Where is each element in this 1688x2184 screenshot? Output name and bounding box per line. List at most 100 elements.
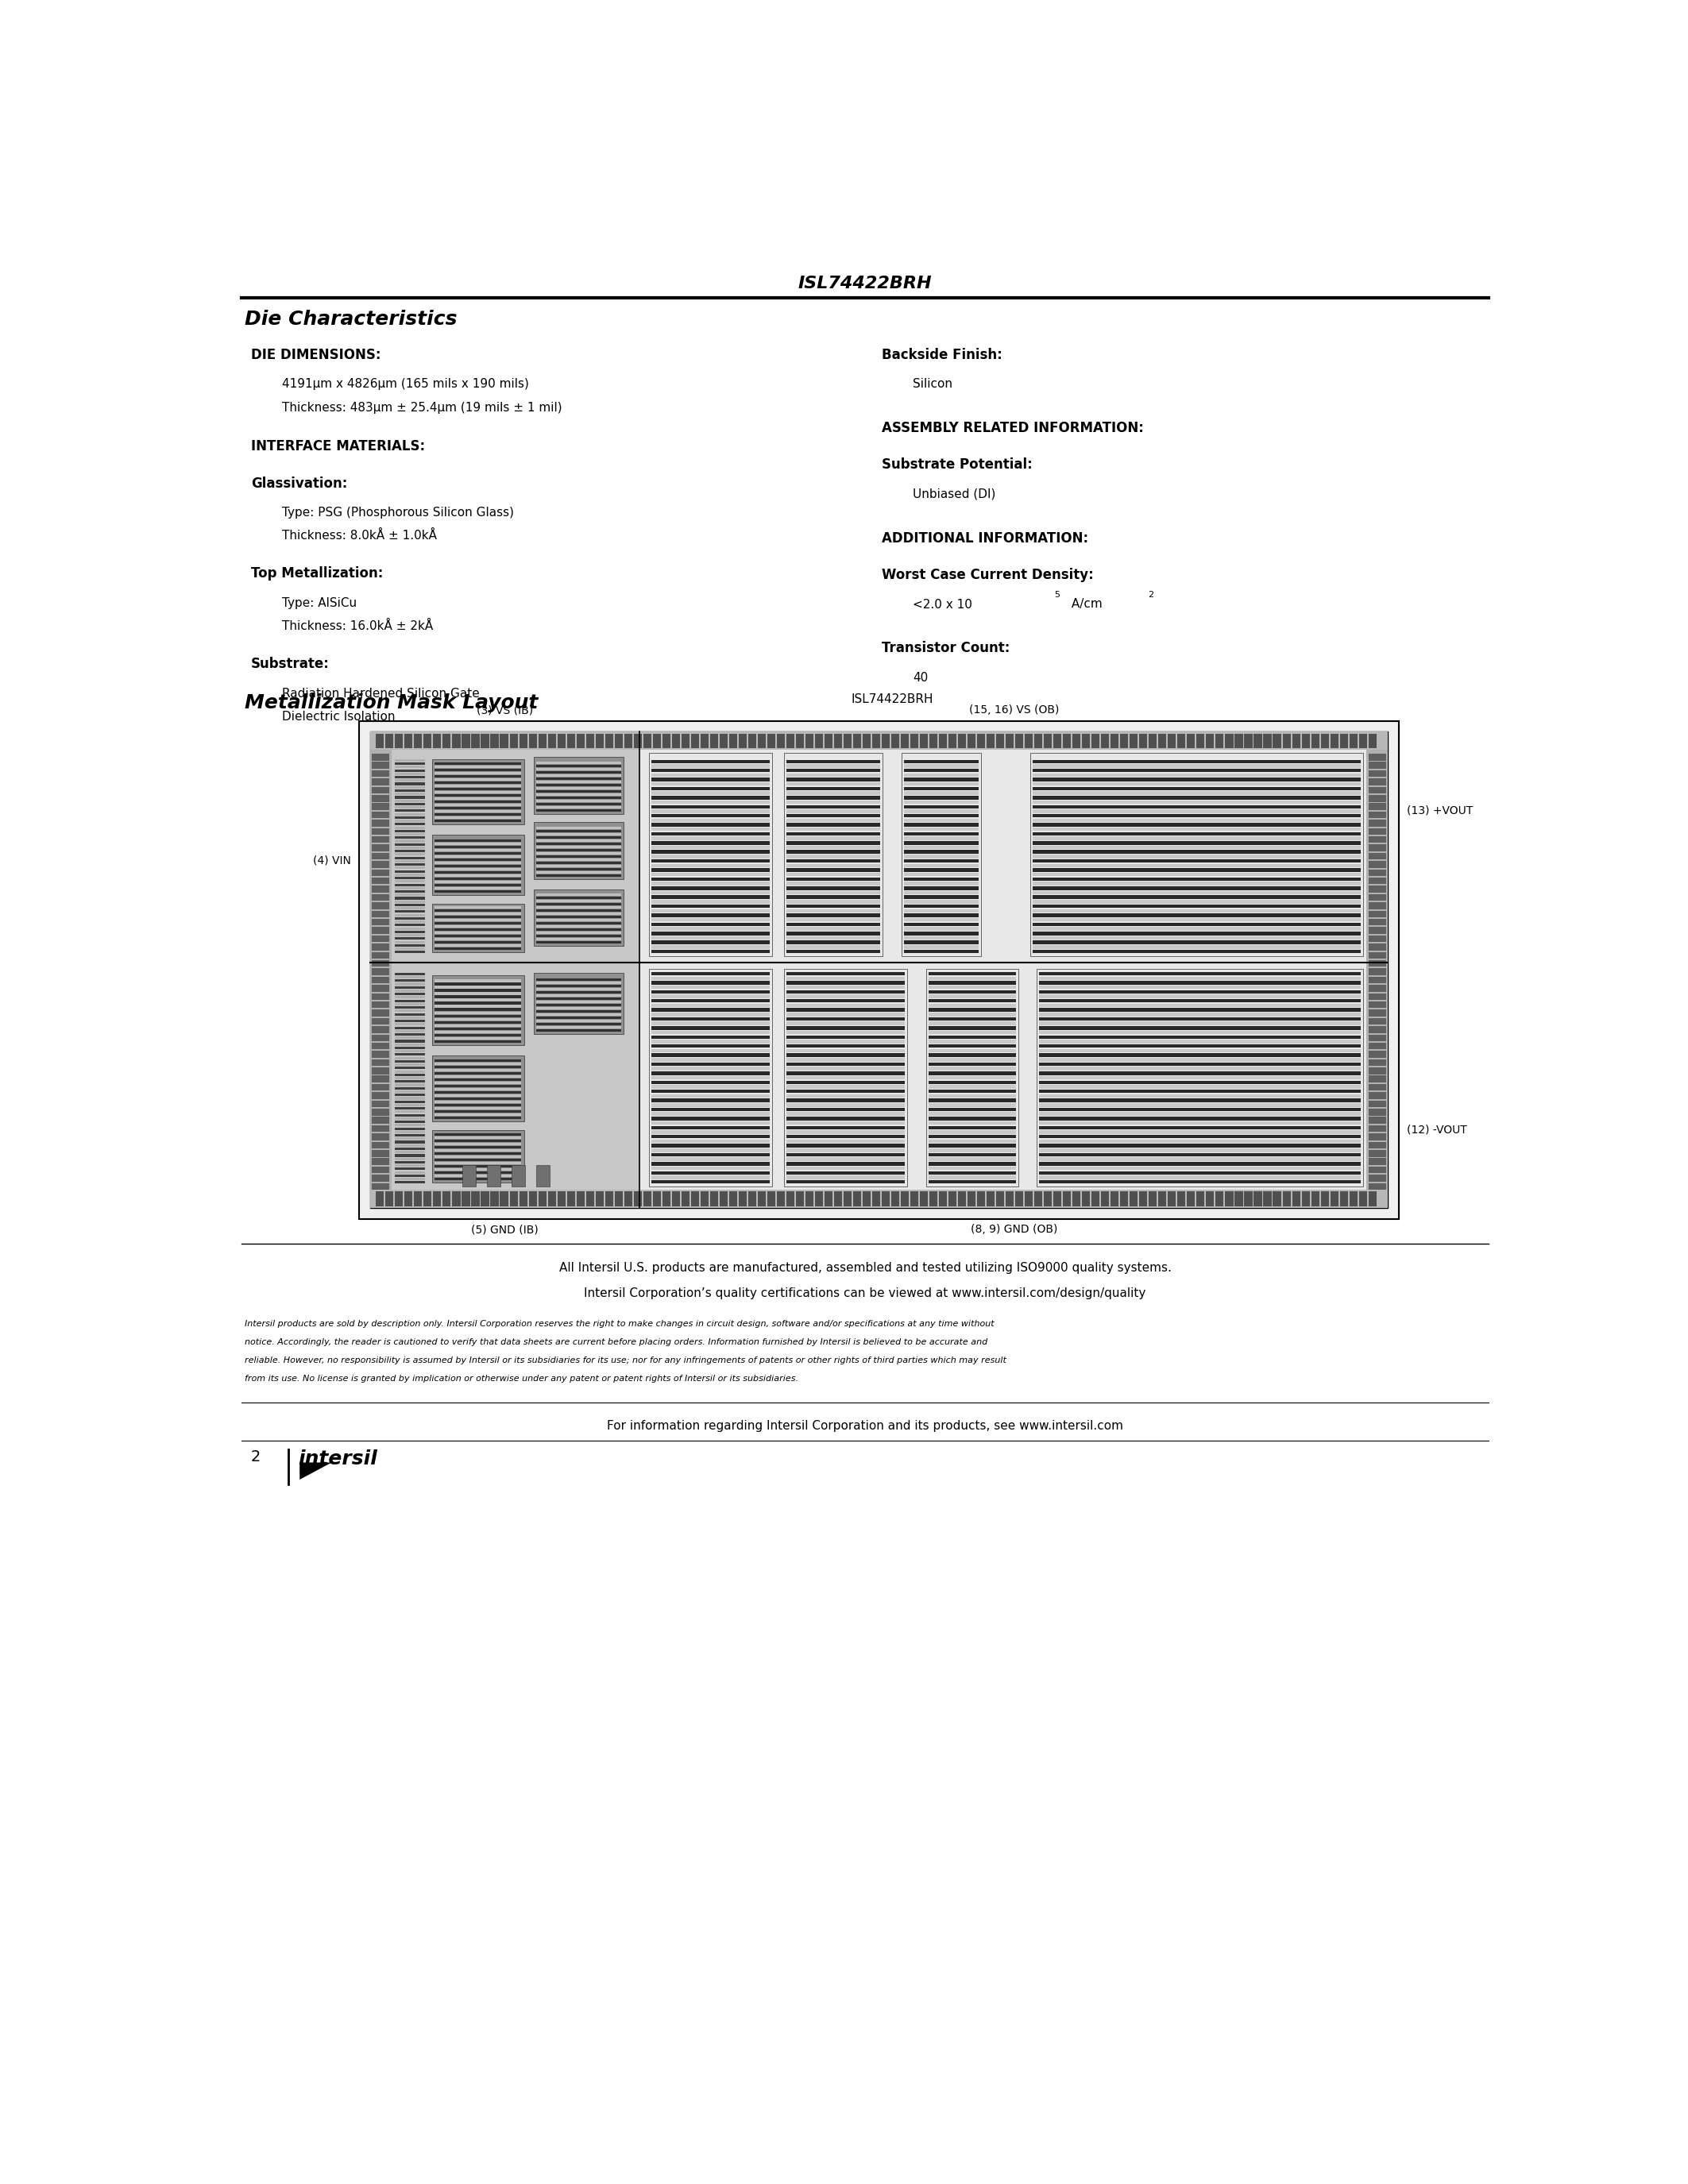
Bar [928, 1005, 1016, 1007]
Bar [537, 764, 621, 767]
Text: For information regarding Intersil Corporation and its products, see www.intersi: For information regarding Intersil Corpo… [608, 1420, 1123, 1431]
Bar [395, 1031, 425, 1033]
Bar [537, 992, 621, 994]
Bar [436, 930, 522, 935]
Bar [395, 1046, 425, 1048]
Bar [928, 1022, 1016, 1024]
Bar [652, 1094, 770, 1099]
Text: ISL74422BRH: ISL74422BRH [851, 692, 933, 705]
Bar [768, 734, 775, 749]
Bar [395, 823, 425, 826]
Bar [1340, 1192, 1347, 1206]
Bar [537, 856, 621, 858]
Bar [395, 1164, 425, 1166]
Bar [537, 771, 621, 773]
Bar [436, 810, 522, 812]
Bar [652, 1005, 770, 1007]
Bar [567, 734, 576, 749]
Bar [881, 1192, 890, 1206]
Bar [436, 874, 522, 878]
Bar [436, 1068, 522, 1070]
Bar [1033, 858, 1361, 863]
Bar [1053, 734, 1062, 749]
Bar [787, 823, 881, 826]
Bar [1369, 878, 1386, 885]
Bar [537, 994, 621, 996]
Bar [928, 1085, 1016, 1088]
Bar [537, 832, 621, 834]
Bar [436, 1037, 522, 1040]
Bar [371, 1116, 390, 1125]
Bar [371, 1133, 390, 1140]
Bar [537, 836, 621, 839]
Bar [436, 771, 522, 773]
Bar [652, 985, 770, 989]
Bar [371, 1002, 390, 1009]
Bar [395, 978, 425, 983]
Bar [436, 839, 522, 843]
Bar [903, 874, 979, 876]
Bar [436, 845, 522, 847]
Bar [903, 933, 979, 935]
Bar [486, 1166, 500, 1186]
Bar [436, 806, 522, 808]
Bar [652, 913, 770, 917]
Bar [1207, 734, 1214, 749]
Bar [424, 1192, 432, 1206]
Bar [711, 734, 717, 749]
Bar [1369, 926, 1386, 935]
Bar [533, 758, 623, 815]
Bar [1040, 1090, 1361, 1094]
Bar [1033, 891, 1361, 895]
Text: Dielectric Isolation: Dielectric Isolation [282, 712, 395, 723]
Bar [785, 968, 908, 1186]
Bar [1301, 1192, 1310, 1206]
Bar [1033, 917, 1361, 922]
Bar [395, 1083, 425, 1085]
Bar [452, 734, 461, 749]
Bar [787, 972, 905, 976]
Bar [805, 734, 814, 749]
Bar [395, 1040, 425, 1042]
Bar [586, 1192, 594, 1206]
Bar [395, 1125, 425, 1127]
Bar [652, 1018, 770, 1020]
Bar [395, 1175, 425, 1177]
Bar [652, 799, 770, 804]
Bar [903, 858, 979, 863]
Bar [533, 889, 623, 946]
Bar [371, 1101, 390, 1107]
Text: (5) GND (IB): (5) GND (IB) [471, 1223, 538, 1236]
Bar [537, 1016, 621, 1018]
Bar [1207, 1192, 1214, 1206]
Bar [1369, 887, 1386, 893]
Bar [652, 922, 770, 926]
Bar [863, 734, 871, 749]
Bar [928, 1120, 1016, 1125]
Bar [652, 786, 770, 791]
Bar [395, 937, 425, 939]
Bar [1033, 841, 1361, 845]
Bar [371, 878, 390, 885]
Bar [371, 935, 390, 941]
Bar [395, 930, 425, 933]
Bar [452, 1192, 461, 1206]
Bar [395, 1120, 425, 1123]
Bar [652, 1144, 770, 1147]
Bar [1215, 734, 1224, 749]
Bar [787, 1158, 905, 1162]
Bar [1369, 1077, 1386, 1083]
Bar [903, 854, 979, 858]
Bar [787, 874, 881, 876]
Bar [1072, 1192, 1080, 1206]
Bar [652, 1107, 770, 1112]
Bar [787, 922, 881, 926]
Bar [432, 1055, 523, 1120]
Bar [787, 778, 881, 782]
Bar [652, 891, 770, 895]
Bar [432, 760, 523, 823]
Bar [662, 1192, 670, 1206]
Bar [436, 1002, 522, 1005]
Bar [949, 1192, 957, 1206]
Bar [537, 913, 621, 915]
